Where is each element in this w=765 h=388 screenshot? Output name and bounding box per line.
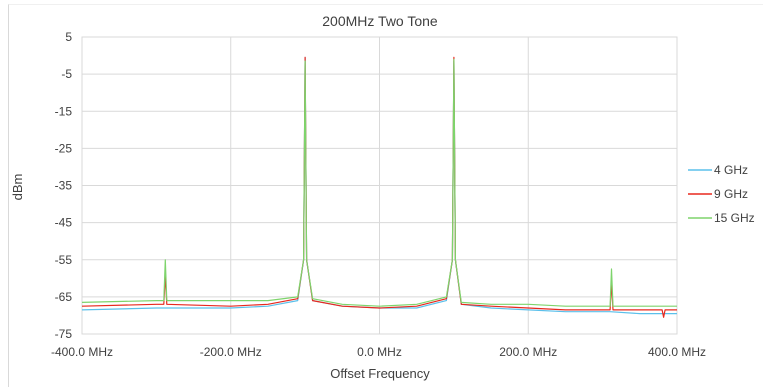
y-tick-label: -25 [55,141,73,155]
y-tick-label: -5 [61,67,72,81]
x-tick-label: 200.0 MHz [499,345,557,359]
y-tick-labels: 5 -5 -15 -25 -35 -45 -55 -65 -75 [55,30,73,341]
y-tick-label: -35 [55,179,73,193]
x-tick-labels: -400.0 MHz -200.0 MHz 0.0 MHz 200.0 MHz 400.… [51,345,706,359]
y-tick-label: -15 [55,104,73,118]
x-tick-label: -200.0 MHz [200,345,262,359]
chart-frame [8,4,763,387]
y-axis-title: dBm [10,174,25,201]
x-tick-label: 400.0 MHz [648,345,706,359]
x-tick-label: 0.0 MHz [357,345,402,359]
y-tick-label: -45 [55,216,73,230]
chart-grid [81,36,678,335]
legend-label: 9 GHz [714,187,748,201]
chart-title: 200MHz Two Tone [322,13,438,29]
y-tick-label: 5 [65,30,72,44]
chart-legend: 4 GHz 9 GHz 15 GHz [688,163,755,225]
x-tick-label: -400.0 MHz [51,345,113,359]
plot-area [81,36,678,335]
legend-label: 15 GHz [714,211,755,225]
series-line [81,58,677,307]
series-line [81,56,677,315]
y-tick-label: -75 [55,327,73,341]
x-axis-title: Offset Frequency [330,366,430,381]
series-lines [81,56,677,318]
y-tick-label: -55 [55,253,73,267]
y-tick-label: -65 [55,290,73,304]
legend-label: 4 GHz [714,163,748,177]
